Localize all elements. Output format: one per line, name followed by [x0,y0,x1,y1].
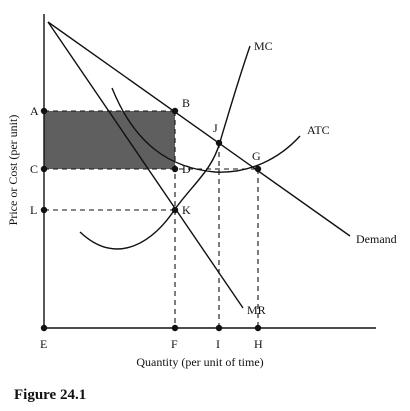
label-f: F [171,337,178,351]
label-e: E [40,337,47,351]
label-b: B [182,96,190,110]
label-g: G [252,149,261,163]
x-axis-title: Quantity (per unit of time) [136,355,263,369]
mc-label: MC [254,39,273,53]
label-d: D [182,162,191,176]
mr-curve [47,21,244,309]
label-j: J [213,121,218,135]
demand-curve [47,21,351,237]
label-h: H [254,337,263,351]
profit-rectangle [44,111,175,169]
label-l: L [30,203,37,217]
mr-label: MR [247,303,266,317]
key-points [40,107,262,332]
label-c: C [30,162,38,176]
demand-label: Demand [356,232,397,246]
figure-caption: Figure 24.1 [14,387,86,403]
y-axis-title: Price or Cost (per unit) [6,115,20,226]
atc-label: ATC [307,123,330,137]
atc-curve [111,87,301,173]
label-i: I [216,337,220,351]
label-a: A [30,104,39,118]
mc-curve [79,45,251,250]
label-k: K [182,203,191,217]
